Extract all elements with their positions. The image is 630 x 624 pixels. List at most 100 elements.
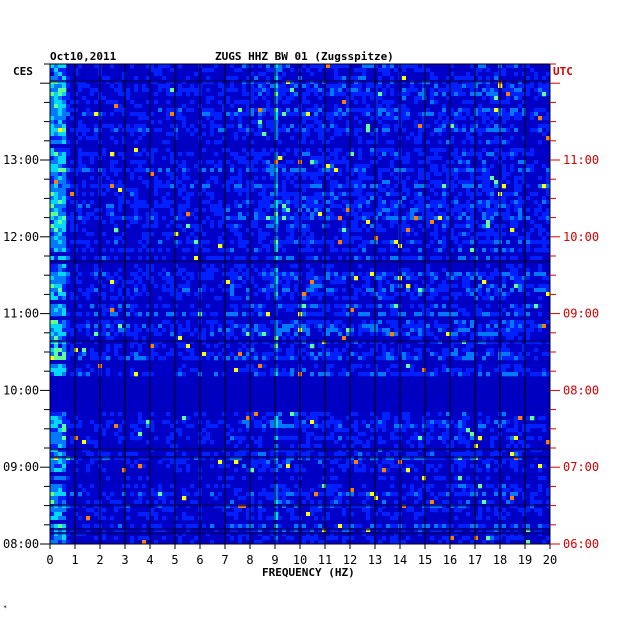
spectrogram-cell — [434, 192, 439, 197]
spectrogram-cell — [78, 164, 83, 169]
spectrogram-cell — [178, 156, 183, 161]
spectrogram-cell — [422, 224, 427, 229]
spectrogram-cell — [438, 152, 443, 157]
spectrogram-cell — [142, 100, 147, 105]
spectrogram-cell — [390, 196, 395, 201]
spectrogram-cell — [514, 96, 519, 101]
spectrogram-cell — [482, 76, 487, 81]
spectrogram-cell — [238, 64, 243, 69]
spectrogram-cell — [414, 248, 419, 253]
spectrogram-cell — [270, 104, 275, 109]
spectrogram-cell — [342, 168, 347, 173]
spectrogram-cell — [406, 240, 411, 245]
spectrogram-cell — [450, 204, 455, 209]
spectrogram-cell — [70, 244, 75, 249]
spectrogram-cell — [506, 120, 511, 125]
spectrogram-cell — [306, 236, 311, 241]
spectrogram-cell — [414, 116, 419, 121]
spectrogram-cell — [174, 136, 179, 141]
spectrogram-cell — [82, 156, 87, 161]
spectrogram-cell — [462, 108, 467, 113]
spectrogram-cell — [230, 132, 235, 137]
spectrogram-cell — [410, 88, 415, 93]
spectrogram-cell — [502, 152, 507, 157]
spectrogram-cell — [110, 136, 115, 141]
spectrogram-cell — [426, 168, 431, 173]
spectrogram-cell — [90, 176, 95, 181]
spectrogram-cell — [462, 216, 467, 221]
spectrogram-cell — [318, 128, 323, 133]
spectrogram-cell — [414, 184, 419, 189]
spectrogram-cell — [62, 100, 67, 105]
spectrogram-cell — [70, 92, 75, 97]
spectrogram-cell — [114, 204, 119, 209]
spectrogram-cell — [74, 232, 79, 237]
spectrogram-cell — [94, 244, 99, 249]
spectrogram-cell — [482, 112, 487, 117]
spectrogram-cell — [166, 192, 171, 197]
spectrogram-cell — [462, 128, 467, 133]
spectrogram-cell — [230, 224, 235, 229]
spectrogram-cell — [426, 188, 431, 193]
spectrogram-cell — [70, 84, 75, 89]
spectrogram-cell — [194, 216, 199, 221]
spectrogram-cell — [54, 88, 59, 93]
spectrogram-cell — [458, 100, 463, 105]
spectrogram-cell — [518, 108, 523, 113]
spectrogram-cell — [506, 212, 511, 217]
spectrogram-cell — [326, 224, 331, 229]
spectrogram-cell — [502, 120, 507, 125]
spectrogram-cell — [438, 248, 443, 253]
spectrogram-cell — [318, 72, 323, 77]
spectrogram-cell — [134, 156, 139, 161]
spectrogram-cell — [402, 236, 407, 241]
spectrogram-cell — [530, 108, 535, 113]
spectrogram-cell — [86, 168, 91, 173]
spectrogram-cell — [154, 136, 159, 141]
spectrogram-cell — [510, 196, 515, 201]
spectrogram-cell — [346, 200, 351, 205]
spectrogram-cell — [422, 172, 427, 177]
spectrogram-cell — [126, 212, 131, 217]
spectrogram-cell — [122, 92, 127, 97]
spectrogram-cell — [410, 200, 415, 205]
spectrogram-cell — [54, 188, 59, 193]
spectrogram-cell — [114, 240, 119, 245]
spectrogram-cell — [446, 236, 451, 241]
spectrogram-cell — [330, 160, 335, 165]
spectrogram-cell — [458, 208, 463, 213]
spectrogram-cell — [54, 180, 59, 185]
spectrogram-cell — [338, 132, 343, 137]
spectrogram-cell — [382, 196, 387, 201]
spectrogram-cell — [454, 112, 459, 117]
spectrogram-cell — [122, 224, 127, 229]
spectrogram-cell — [442, 120, 447, 125]
spectrogram-cell — [538, 228, 543, 233]
spectrogram-cell — [82, 92, 87, 97]
spectrogram-cell — [422, 204, 427, 209]
spectrogram-cell — [126, 200, 131, 205]
spectrogram-cell — [182, 228, 187, 233]
spectrogram-cell — [434, 72, 439, 77]
spectrogram-cell — [154, 228, 159, 233]
spectrogram-cell — [422, 160, 427, 165]
spectrogram-cell — [74, 256, 79, 261]
spectrogram-cell — [346, 152, 351, 157]
spectrogram-cell — [458, 184, 463, 189]
spectrogram-cell — [90, 212, 95, 217]
spectrogram-cell — [82, 220, 87, 225]
spectrogram-cell — [374, 96, 379, 101]
spectrogram-cell — [530, 220, 535, 225]
spectrogram-cell — [270, 148, 275, 153]
spectrogram-cell — [390, 208, 395, 213]
spectrogram-cell — [262, 88, 267, 93]
spectrogram-cell — [482, 100, 487, 105]
spectrogram-cell — [418, 160, 423, 165]
spectrogram-cell — [322, 128, 327, 133]
spectrogram-cell — [126, 192, 131, 197]
spectrogram-cell — [426, 252, 431, 257]
spectrogram-cell — [222, 84, 227, 89]
spectrogram-cell — [282, 224, 287, 229]
spectrogram-cell — [314, 132, 319, 137]
spectrogram-cell — [502, 96, 507, 101]
